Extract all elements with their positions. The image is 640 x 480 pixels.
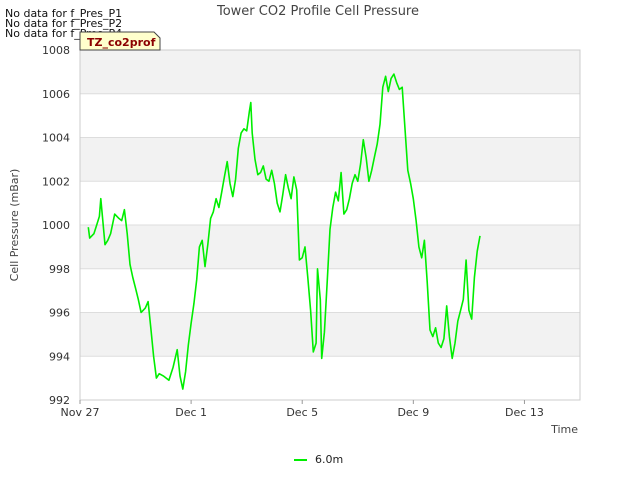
legend: 6.0m: [294, 453, 343, 466]
y-tick-label: 992: [49, 394, 70, 407]
plot-frame: [79, 49, 581, 401]
y-tick-label: 1006: [42, 88, 70, 101]
series-group: [87, 73, 481, 390]
x-tick-label: Dec 1: [175, 406, 207, 419]
y-tick-label: 996: [49, 307, 70, 320]
series-line-6.0m: [87, 73, 481, 390]
legend-swatch: [294, 458, 307, 461]
x-axis-label: Time: [550, 423, 578, 436]
x-tick-labels: Nov 27 Dec 1 Dec 5 Dec 9 Dec 13: [61, 400, 544, 419]
legend-label: 6.0m: [315, 453, 344, 466]
site-tag-label: TZ_co2prof: [87, 36, 156, 49]
y-axis-label: Cell Pressure (mBar): [8, 169, 21, 282]
x-tick-label: Dec 5: [286, 406, 318, 419]
band: [80, 137, 580, 182]
x-tick-label: Nov 27: [61, 406, 100, 419]
band: [80, 50, 580, 94]
y-tick-label: 1000: [42, 219, 70, 232]
y-tick-label: 994: [49, 350, 70, 363]
background-bands: [80, 50, 580, 357]
site-tag-box: [79, 31, 161, 51]
band: [80, 312, 580, 357]
y-tick-label: 1008: [42, 44, 70, 57]
no-data-notice-3: No data for f_Pres_P4: [5, 27, 123, 40]
no-data-notice-2: No data for f_Pres_P2: [5, 17, 123, 30]
y-tick-label: 1002: [42, 175, 70, 188]
no-data-notice-1: No data for f_Pres_P1: [5, 7, 123, 20]
chart-title: Tower CO2 Profile Cell Pressure: [216, 4, 419, 19]
x-tick-label: Dec 9: [397, 406, 429, 419]
x-tick-label: Dec 13: [505, 406, 544, 419]
site-tag: TZ_co2prof: [79, 31, 161, 51]
y-tick-label: 998: [49, 263, 70, 276]
y-tick-labels: 992 994 996 998 1000 1002 1004 1006 1008: [42, 44, 70, 407]
y-tick-label: 1004: [42, 132, 70, 145]
